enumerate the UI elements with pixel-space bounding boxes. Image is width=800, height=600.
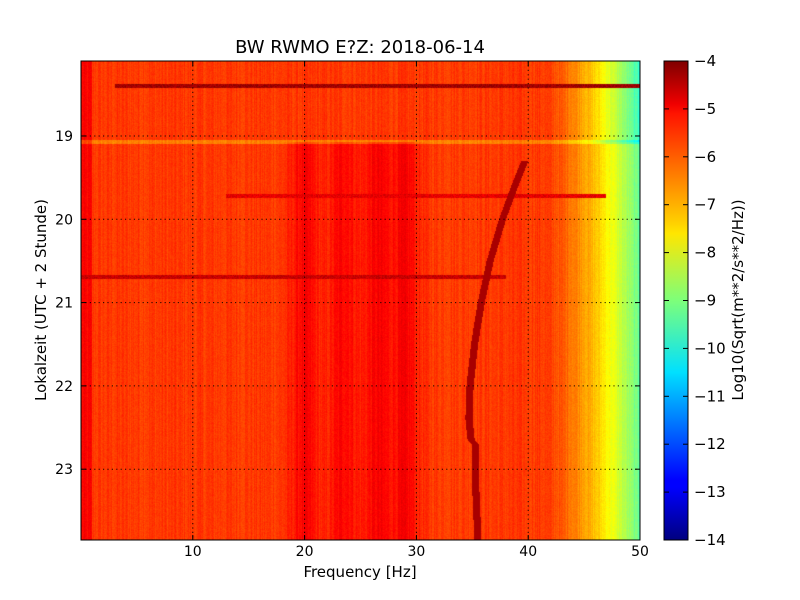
- y-tick-label: 23: [55, 462, 73, 478]
- colorbar: −4 −5 −6 −7 −8 −9 −10 −11 −12 −13 −14 Log10(Sqrt(m…: [663, 52, 747, 549]
- grid-lines: [81, 61, 640, 540]
- colorbar-tick-label: −14: [694, 531, 726, 549]
- colorbar-label: Log10(Sqrt(m**2/s**2/Hz)): [729, 199, 747, 400]
- colorbar-tick-label: −10: [694, 339, 726, 357]
- x-axis-ticks: 10 20 30 40 50: [184, 61, 649, 560]
- spectrogram-heatmap: [81, 61, 640, 540]
- y-axis-ticks: 19 20 21 22 23: [55, 129, 640, 478]
- colorbar-tick-label: −7: [694, 196, 716, 214]
- colorbar-tick-label: −12: [694, 435, 726, 453]
- plot-frame: [80, 60, 641, 541]
- y-tick-label: 20: [55, 212, 73, 228]
- plot-area: 10 20 30 40 50 19 20 21 22 23: [55, 60, 649, 560]
- y-tick-label: 19: [55, 129, 73, 145]
- y-tick-label: 22: [55, 379, 73, 395]
- x-axis-label: Frequency [Hz]: [303, 563, 416, 581]
- colorbar-tick-label: −9: [694, 292, 716, 310]
- colorbar-ticks: −4 −5 −6 −7 −8 −9 −10 −11 −12 −13 −14: [664, 52, 726, 549]
- x-tick-label: 10: [184, 544, 202, 560]
- chart-title: BW RWMO E?Z: 2018-06-14: [235, 37, 485, 58]
- x-tick-label: 40: [519, 544, 537, 560]
- y-axis-label: Lokalzeit (UTC + 2 Stunde): [32, 199, 50, 401]
- x-tick-label: 20: [296, 544, 314, 560]
- colorbar-tick-label: −4: [694, 52, 716, 70]
- colorbar-tick-label: −6: [694, 148, 716, 166]
- x-tick-label: 50: [631, 544, 649, 560]
- y-tick-label: 21: [55, 296, 73, 312]
- colorbar-tick-label: −5: [694, 100, 716, 118]
- x-tick-label: 30: [407, 544, 425, 560]
- colorbar-tick-label: −11: [694, 387, 726, 405]
- colorbar-tick-label: −8: [694, 244, 716, 262]
- colorbar-tick-label: −13: [694, 483, 726, 501]
